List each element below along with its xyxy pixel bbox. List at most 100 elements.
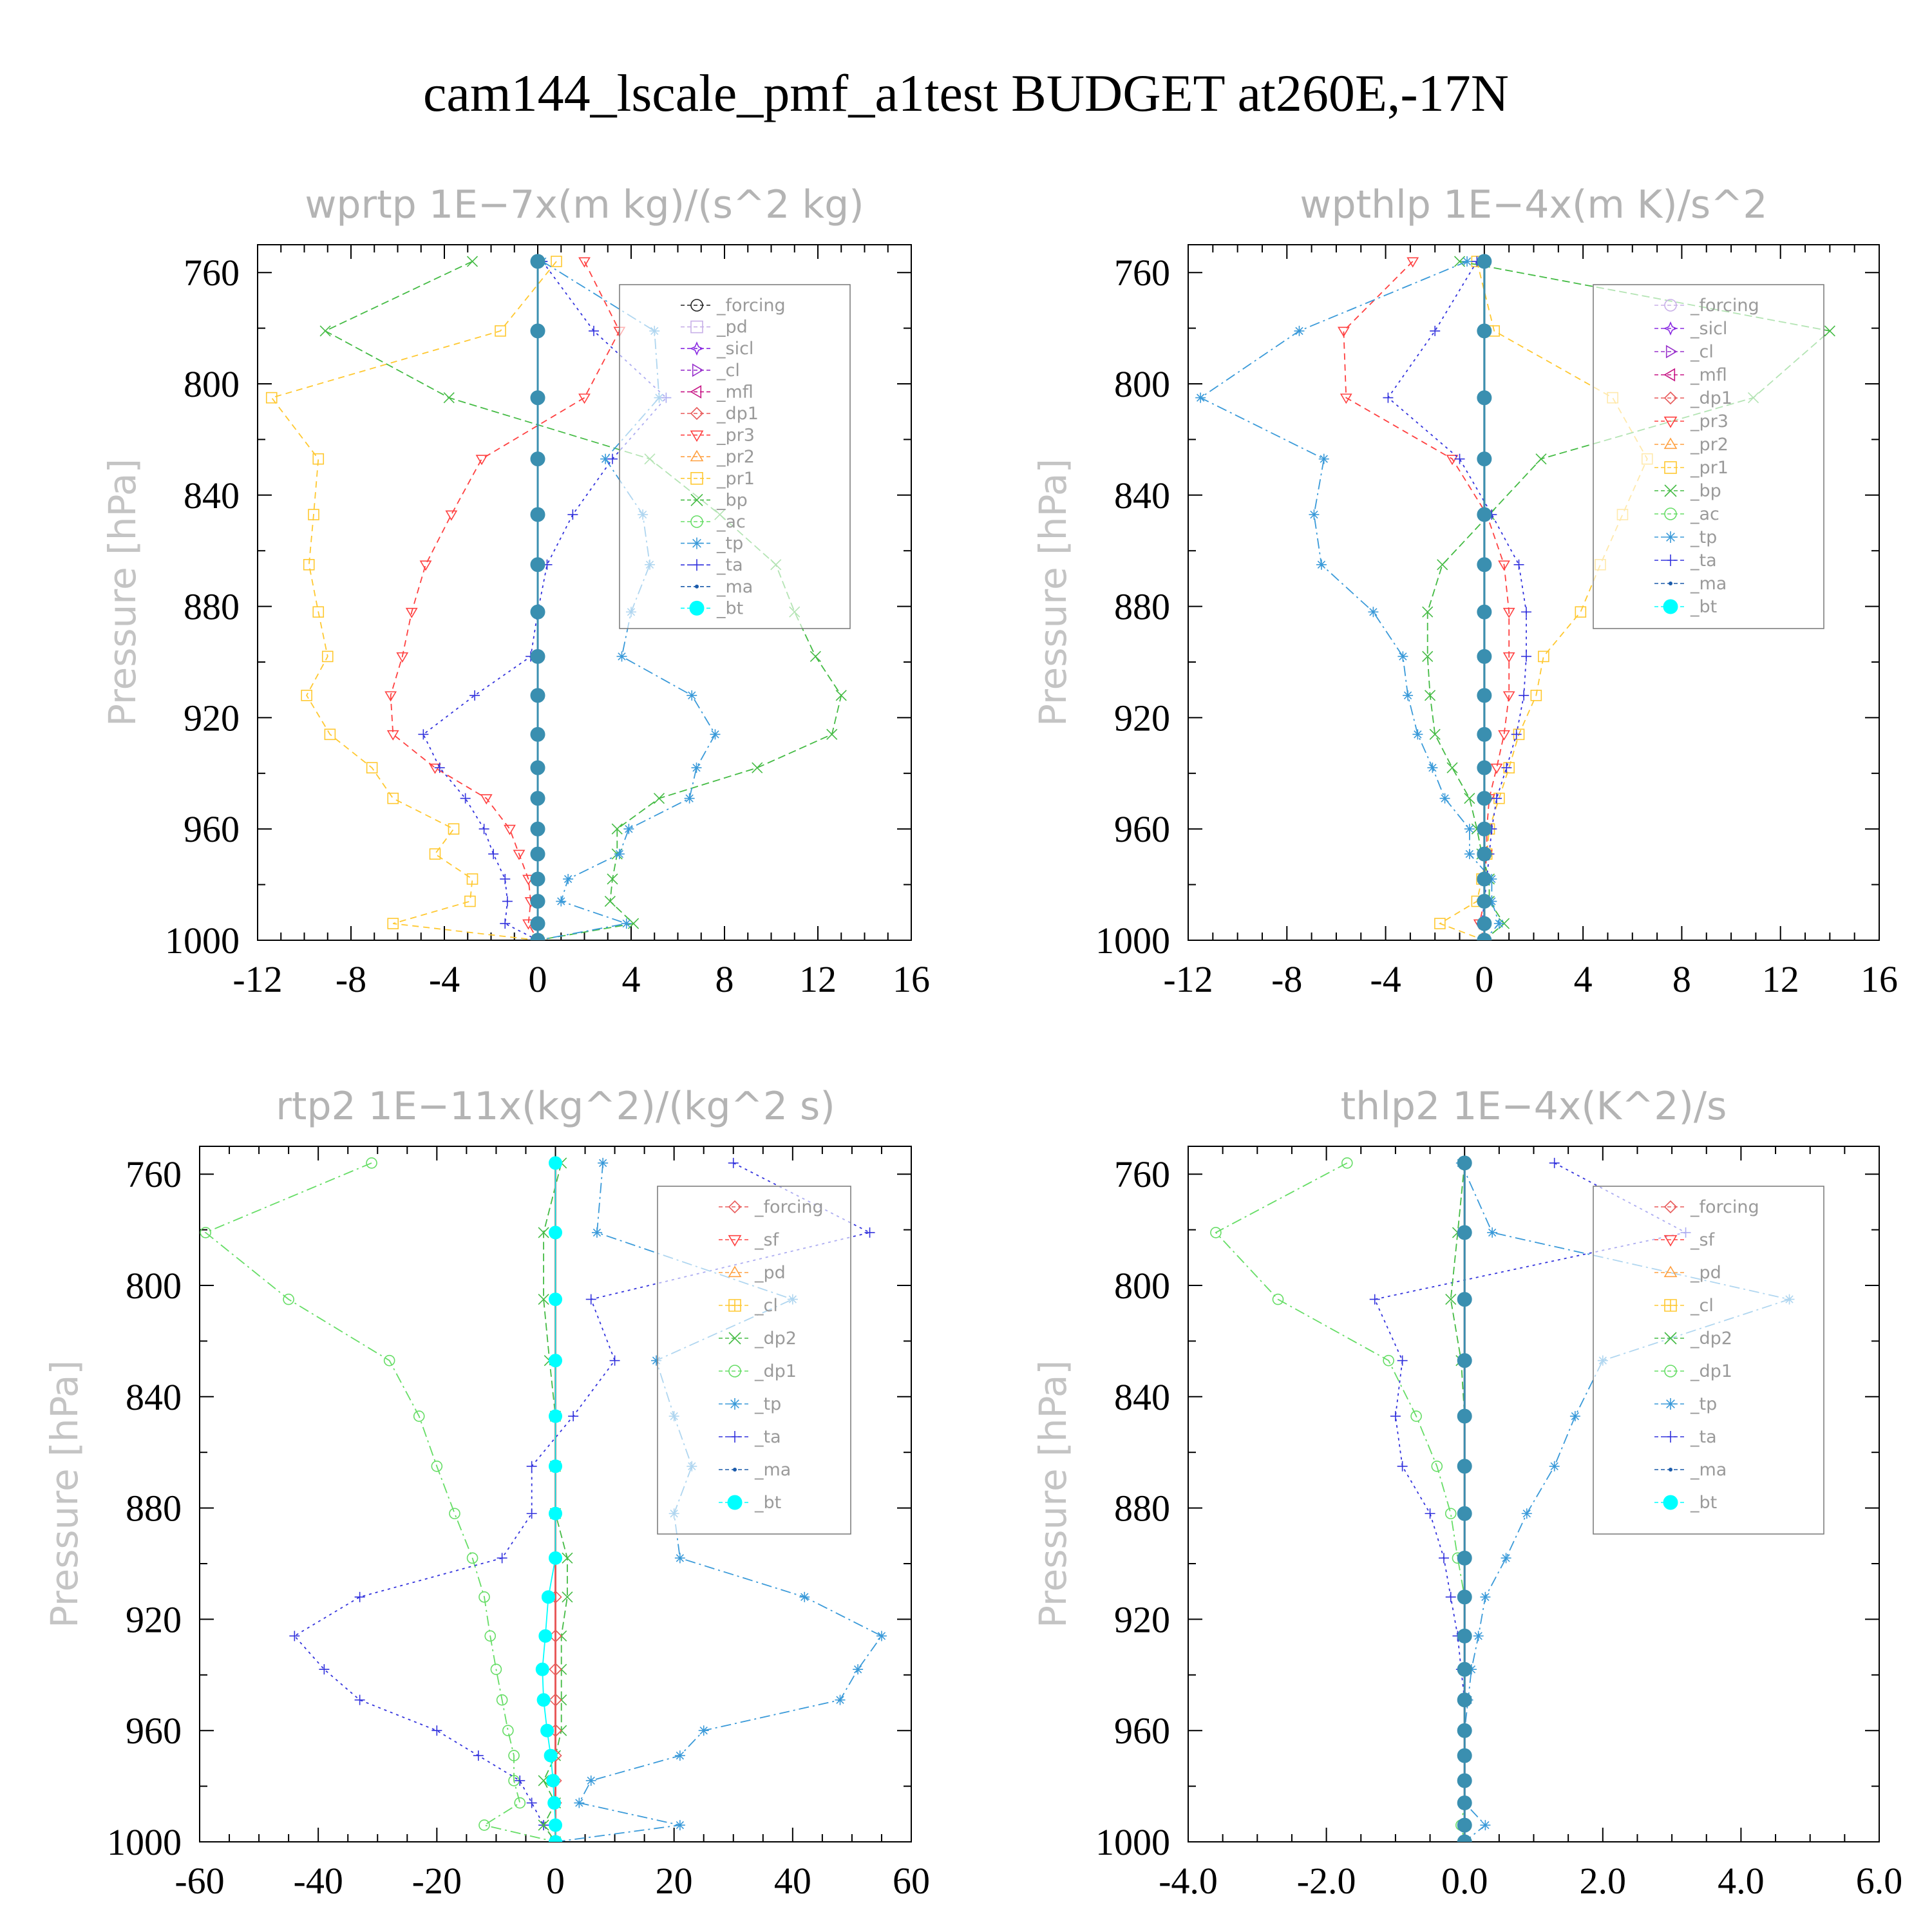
- data-point: [1457, 1459, 1472, 1474]
- data-point: [1457, 1353, 1472, 1368]
- data-point: [549, 1409, 562, 1423]
- data-point: [1454, 453, 1465, 464]
- legend-label: _sf: [1690, 1230, 1716, 1250]
- legend-label: _pd: [754, 1263, 786, 1283]
- legend-label: _ac: [1690, 504, 1719, 524]
- y-tick-label: 760: [1114, 252, 1170, 294]
- data-point: [835, 1694, 846, 1705]
- data-point: [496, 1694, 508, 1706]
- legend-marker: [690, 320, 703, 334]
- legend-marker: [1664, 1332, 1677, 1345]
- legend-marker: [1663, 1495, 1678, 1510]
- legend-box: [1593, 1186, 1824, 1535]
- data-point: [1513, 559, 1524, 570]
- data-point: [1457, 1795, 1472, 1811]
- y-axis-label: Pressure [hPa]: [100, 459, 144, 726]
- x-tick-label: -4: [429, 958, 460, 1000]
- legend-label: _bt: [1690, 1493, 1717, 1513]
- data-point: [1530, 690, 1542, 701]
- data-point: [1477, 760, 1492, 775]
- y-tick-label: 960: [184, 808, 240, 850]
- data-point: [1410, 1410, 1422, 1422]
- data-point: [853, 1664, 864, 1675]
- panel-title: wpthlp 1E−4x(m K)/s^2: [1300, 182, 1767, 227]
- legend-entry: _ma: [1654, 1460, 1727, 1480]
- data-point: [515, 1775, 526, 1786]
- data-point: [549, 1506, 562, 1520]
- legend-marker: [1669, 582, 1672, 585]
- data-point: [1210, 1227, 1222, 1238]
- x-tick-label: -40: [294, 1860, 343, 1902]
- legend-entry: _dp1: [681, 404, 759, 424]
- data-point: [1480, 1591, 1491, 1602]
- data-point: [500, 873, 511, 884]
- data-point: [319, 325, 331, 337]
- data-point: [530, 871, 545, 887]
- legend-label: _dp1: [1690, 388, 1732, 408]
- legend-entry: _pr2: [1654, 435, 1728, 455]
- legend-marker: [1663, 416, 1678, 428]
- legend-label: _ac: [716, 512, 746, 532]
- data-point: [752, 762, 763, 773]
- data-point: [621, 918, 632, 929]
- legend-entry: _bt: [1654, 1493, 1717, 1513]
- data-point: [1422, 650, 1434, 662]
- legend-entry: _ma: [681, 577, 753, 597]
- legend-marker: [1664, 484, 1677, 497]
- legend-label: _bt: [1690, 597, 1717, 617]
- legend-entry: _ma: [719, 1460, 791, 1480]
- data-point: [466, 1552, 478, 1564]
- data-point: [1498, 560, 1510, 571]
- series_bt: [530, 254, 545, 940]
- x-tick-label: -8: [336, 958, 366, 1000]
- panel-title: thlp2 1E−4x(K^2)/s: [1341, 1084, 1727, 1129]
- legend-entry: _ac: [681, 512, 746, 532]
- data-point: [466, 873, 478, 885]
- legend-entry: _cl: [1654, 342, 1714, 362]
- series-line: [1374, 1162, 1688, 1842]
- data-point: [480, 794, 493, 805]
- data-point: [387, 918, 399, 929]
- data-point: [508, 1750, 520, 1761]
- data-point: [1444, 1508, 1457, 1520]
- legend-label: _mfl: [716, 382, 753, 402]
- legend-label: _tp: [1690, 527, 1717, 547]
- data-point: [1519, 690, 1530, 701]
- legend-label: _bp: [716, 490, 748, 510]
- data-point: [835, 690, 847, 701]
- data-point: [530, 451, 545, 467]
- data-point: [526, 1461, 537, 1472]
- x-tick-label: -12: [1163, 958, 1213, 1000]
- y-tick-label: 920: [1114, 1598, 1170, 1640]
- legend-label: _pr3: [716, 426, 755, 446]
- data-point: [1318, 453, 1329, 464]
- legend-box: [619, 284, 851, 629]
- legend-entry: _pr3: [681, 426, 755, 446]
- data-point: [607, 873, 618, 885]
- data-point: [578, 393, 591, 404]
- data-point: [1457, 1506, 1472, 1521]
- legend-label: _tp: [716, 534, 743, 554]
- data-point: [1406, 257, 1419, 268]
- legend-label: _cl: [716, 361, 740, 381]
- legend-marker: [729, 1431, 741, 1443]
- data-point: [549, 1156, 562, 1170]
- data-point: [1434, 918, 1446, 929]
- data-point: [431, 1725, 442, 1736]
- legend-marker: [690, 299, 703, 312]
- legend-entry: _sf: [719, 1230, 780, 1250]
- legend-entry: _sicl: [1654, 319, 1727, 339]
- data-point: [301, 690, 312, 701]
- y-tick-label: 800: [1114, 363, 1170, 405]
- data-point: [448, 823, 460, 835]
- data-point: [431, 1461, 443, 1472]
- data-point: [514, 1797, 526, 1809]
- x-tick-label: -4.0: [1159, 1860, 1218, 1902]
- data-point: [530, 688, 545, 703]
- data-point: [556, 896, 567, 907]
- data-point: [1464, 824, 1475, 835]
- panel-3: rtp2 1E−11x(kg^2)/(kg^2 s) Pressure [hPa]…: [43, 1084, 930, 1902]
- series-line: [543, 1162, 568, 1842]
- data-point: [549, 1551, 562, 1565]
- series-line: [537, 261, 716, 940]
